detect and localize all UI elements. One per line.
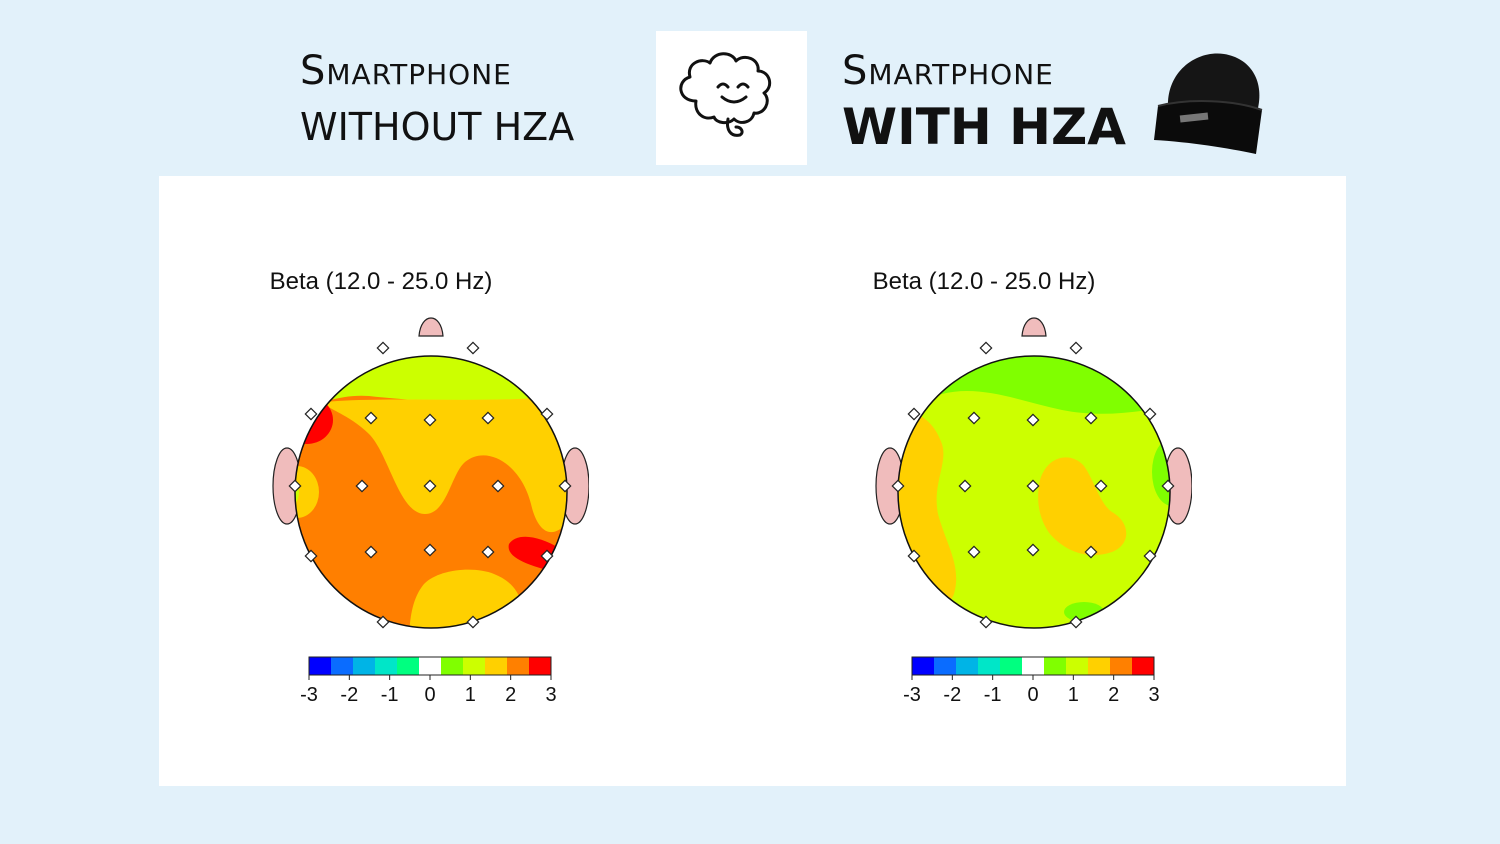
electrodes	[288, 341, 572, 629]
colorbar-tick-label: 3	[545, 684, 556, 706]
electrode	[1026, 543, 1040, 557]
electrode	[540, 549, 554, 563]
beanie-hat	[1150, 46, 1270, 166]
electrode	[304, 407, 318, 421]
electrode	[423, 479, 437, 493]
colorbar-tick-label: -3	[300, 684, 318, 706]
colorbar-segment	[1044, 657, 1067, 675]
electrode	[1026, 413, 1040, 427]
colorbar-segment	[1022, 657, 1045, 675]
colorbar-segment	[956, 657, 979, 675]
colorbar-segment	[441, 657, 464, 675]
topomap-panel: Beta (12.0 - 25.0 Hz) Beta (12.0 - 25.0 …	[159, 176, 1346, 786]
electrode	[364, 545, 378, 559]
colorbar: -3 -2 -1 0 1 2 3	[300, 656, 557, 706]
electrode	[979, 341, 993, 355]
colorbar-segment	[1132, 657, 1155, 675]
electrode	[466, 341, 480, 355]
electrode	[355, 479, 369, 493]
brain-logo	[656, 31, 807, 165]
electrode	[288, 479, 302, 493]
colorbar-tick-label: -3	[903, 684, 921, 706]
colorbar-tick-label: 3	[1148, 684, 1159, 706]
electrode	[1084, 411, 1098, 425]
electrode	[481, 411, 495, 425]
map-left-title: Beta (12.0 - 25.0 Hz)	[269, 268, 493, 295]
colorbar-segment	[1000, 657, 1023, 675]
electrode	[967, 411, 981, 425]
colorbar-segment	[912, 657, 935, 675]
header-left-title: Smartphone	[300, 48, 512, 94]
colorbar-segment	[485, 657, 508, 675]
electrode	[1161, 479, 1175, 493]
electrode	[979, 615, 993, 629]
electrode	[1069, 615, 1083, 629]
electrode	[481, 545, 495, 559]
colorbar-segment	[419, 657, 442, 675]
colorbar: -3 -2 -1 0 1 2 3	[903, 656, 1160, 706]
colorbar-segment	[309, 657, 332, 675]
colorbar-tick-label: 2	[1108, 684, 1119, 706]
colorbar-segment	[397, 657, 420, 675]
colorbar-segment	[1110, 657, 1133, 675]
colorbar-tick-label: 0	[424, 684, 435, 706]
head-fill	[898, 356, 1170, 628]
colorbar-segment	[375, 657, 398, 675]
topomap-left: -3 -2 -1 0 1 2 3	[272, 317, 589, 706]
electrode	[1143, 549, 1157, 563]
header-left: Smartphone WITHOUT HZA	[300, 44, 620, 156]
electrode	[967, 545, 981, 559]
electrodes	[891, 341, 1175, 629]
electrode	[907, 407, 921, 421]
electrode	[1026, 479, 1040, 493]
colorbar-segment	[331, 657, 354, 675]
electrode	[423, 413, 437, 427]
header-right: Smartphone WITH HZA	[842, 44, 1172, 156]
electrode	[364, 411, 378, 425]
electrode	[466, 615, 480, 629]
colorbar-tick-label: 0	[1027, 684, 1038, 706]
electrode	[1084, 545, 1098, 559]
colorbar-segment	[507, 657, 530, 675]
colorbar-segment	[353, 657, 376, 675]
electrode	[558, 479, 572, 493]
electrode	[1069, 341, 1083, 355]
nose	[418, 317, 444, 337]
colorbar-tick-label: -2	[340, 684, 358, 706]
colorbar-segment	[529, 657, 552, 675]
electrode	[376, 615, 390, 629]
colorbar-tick-label: 2	[505, 684, 516, 706]
brain-icon	[679, 52, 772, 137]
electrode	[958, 479, 972, 493]
electrode	[1094, 479, 1108, 493]
topomap-right: -3 -2 -1 0 1 2 3	[875, 317, 1192, 706]
header-right-title: Smartphone	[842, 48, 1054, 94]
head-fill	[295, 356, 567, 628]
colorbar-segment	[978, 657, 1001, 675]
colorbar-segment	[934, 657, 957, 675]
electrode	[491, 479, 505, 493]
nose	[1021, 317, 1047, 337]
colorbar-tick-label: -1	[984, 684, 1002, 706]
colorbar-tick-label: 1	[1068, 684, 1079, 706]
electrode	[423, 543, 437, 557]
header-left-subtitle: WITHOUT HZA	[300, 105, 575, 149]
header-right-subtitle: WITH HZA	[842, 98, 1126, 156]
electrode	[891, 479, 905, 493]
electrode	[304, 549, 318, 563]
electrode	[907, 549, 921, 563]
colorbar-segment	[463, 657, 486, 675]
electrode	[540, 407, 554, 421]
electrode	[1143, 407, 1157, 421]
colorbar-tick-label: -1	[381, 684, 399, 706]
colorbar-segment	[1088, 657, 1111, 675]
electrode	[376, 341, 390, 355]
colorbar-tick-label: 1	[465, 684, 476, 706]
beanie-hat-icon	[1154, 53, 1263, 154]
colorbar-segment	[1066, 657, 1089, 675]
colorbar-tick-label: -2	[943, 684, 961, 706]
map-right-title: Beta (12.0 - 25.0 Hz)	[872, 268, 1096, 295]
